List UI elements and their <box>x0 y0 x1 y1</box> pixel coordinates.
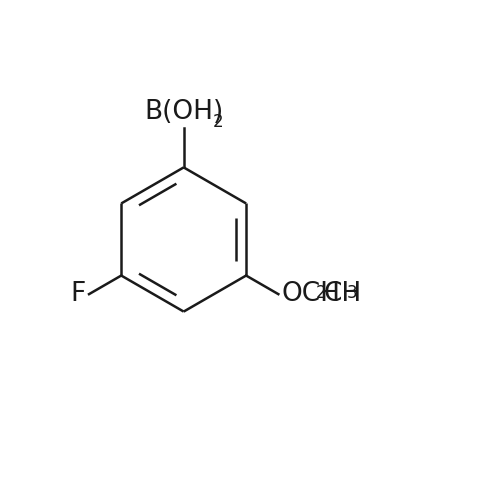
Text: B(OH): B(OH) <box>144 99 223 125</box>
Text: CH: CH <box>324 281 362 307</box>
Text: OCH: OCH <box>281 281 340 307</box>
Text: 2: 2 <box>316 284 326 302</box>
Text: 3: 3 <box>346 284 357 302</box>
Text: F: F <box>70 281 85 307</box>
Text: 2: 2 <box>213 113 223 131</box>
